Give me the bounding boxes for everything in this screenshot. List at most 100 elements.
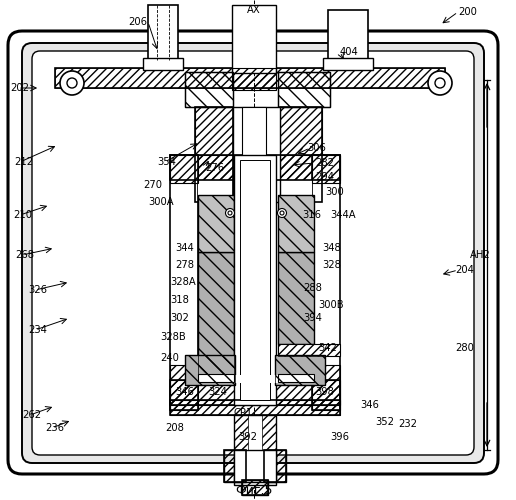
Circle shape xyxy=(228,211,232,215)
Text: 202: 202 xyxy=(10,83,29,93)
Bar xyxy=(278,344,340,356)
Text: 346: 346 xyxy=(360,400,379,410)
Bar xyxy=(312,155,340,410)
Bar xyxy=(198,195,234,252)
Bar xyxy=(312,365,340,410)
Bar xyxy=(242,480,268,495)
Circle shape xyxy=(435,78,445,88)
Text: Фиг.5: Фиг.5 xyxy=(235,484,273,496)
Text: 328: 328 xyxy=(322,260,341,270)
Bar xyxy=(234,415,248,450)
Bar xyxy=(234,415,276,485)
Bar xyxy=(278,374,314,382)
Bar xyxy=(170,380,340,405)
Bar xyxy=(278,195,314,252)
Bar xyxy=(170,365,198,410)
Text: 318: 318 xyxy=(170,295,189,305)
Bar xyxy=(262,415,276,450)
Bar xyxy=(280,107,322,202)
Text: AH2: AH2 xyxy=(470,250,491,260)
Circle shape xyxy=(428,71,452,95)
Bar xyxy=(143,58,183,70)
Bar xyxy=(278,252,314,344)
Text: 328A: 328A xyxy=(170,277,196,287)
Bar xyxy=(242,107,266,202)
Bar xyxy=(278,252,314,344)
Text: 262: 262 xyxy=(22,410,41,420)
Text: 344A: 344A xyxy=(330,210,356,220)
Text: 396: 396 xyxy=(330,432,349,442)
Text: 344: 344 xyxy=(175,243,194,253)
Text: 268: 268 xyxy=(15,250,34,260)
Text: 234: 234 xyxy=(28,325,47,335)
Bar xyxy=(170,155,198,410)
Text: 306: 306 xyxy=(307,143,326,153)
Bar xyxy=(198,252,234,374)
Text: 392: 392 xyxy=(238,432,257,442)
Text: 204: 204 xyxy=(455,265,474,275)
Bar xyxy=(240,160,270,400)
Circle shape xyxy=(280,211,284,215)
Bar xyxy=(275,355,325,385)
Text: 348: 348 xyxy=(322,243,341,253)
Text: 210: 210 xyxy=(13,210,32,220)
Text: 346: 346 xyxy=(175,387,194,397)
Text: 326: 326 xyxy=(28,285,47,295)
Text: 212: 212 xyxy=(14,157,33,167)
Text: 270: 270 xyxy=(143,180,162,190)
Circle shape xyxy=(225,208,234,218)
Bar xyxy=(185,72,233,107)
Bar xyxy=(323,58,373,70)
Text: 300B: 300B xyxy=(318,300,344,310)
Text: 200: 200 xyxy=(458,7,477,17)
Bar xyxy=(185,355,235,385)
Bar xyxy=(170,155,340,180)
Bar xyxy=(198,374,234,382)
Text: 288: 288 xyxy=(303,283,322,293)
Bar xyxy=(234,155,276,405)
Text: 294: 294 xyxy=(315,172,334,182)
Bar xyxy=(233,107,280,202)
Bar xyxy=(232,5,276,73)
Text: 208: 208 xyxy=(165,423,184,433)
Bar xyxy=(224,450,246,482)
Text: 282: 282 xyxy=(315,158,334,168)
Bar xyxy=(278,344,340,356)
Text: 206: 206 xyxy=(128,17,147,27)
Text: 404: 404 xyxy=(340,47,359,57)
Text: 342: 342 xyxy=(318,343,337,353)
Text: 236: 236 xyxy=(45,423,64,433)
Bar xyxy=(170,400,340,415)
Bar xyxy=(242,480,268,495)
Bar xyxy=(264,450,286,482)
Bar xyxy=(234,450,276,482)
Text: 324: 324 xyxy=(208,387,227,397)
Bar xyxy=(198,375,314,383)
Bar xyxy=(278,72,330,107)
Bar xyxy=(275,355,325,385)
Bar xyxy=(198,252,234,374)
Text: 302: 302 xyxy=(170,313,189,323)
Bar xyxy=(185,72,233,107)
Text: 352: 352 xyxy=(375,417,394,427)
Text: 240: 240 xyxy=(160,353,179,363)
Circle shape xyxy=(67,78,77,88)
Text: 354: 354 xyxy=(157,157,176,167)
Text: 280: 280 xyxy=(455,343,474,353)
FancyBboxPatch shape xyxy=(8,31,498,474)
Bar xyxy=(198,180,312,380)
FancyBboxPatch shape xyxy=(32,51,474,455)
Bar xyxy=(312,155,340,183)
Bar xyxy=(198,195,234,252)
Text: 300: 300 xyxy=(325,187,344,197)
FancyBboxPatch shape xyxy=(22,43,484,463)
Bar xyxy=(148,5,178,60)
Bar xyxy=(328,10,368,65)
Text: 328B: 328B xyxy=(160,332,186,342)
Bar xyxy=(170,380,340,405)
Bar xyxy=(170,400,340,415)
Bar xyxy=(55,68,445,88)
Text: 394: 394 xyxy=(303,313,322,323)
Text: AX: AX xyxy=(247,5,261,15)
Bar xyxy=(185,355,235,385)
